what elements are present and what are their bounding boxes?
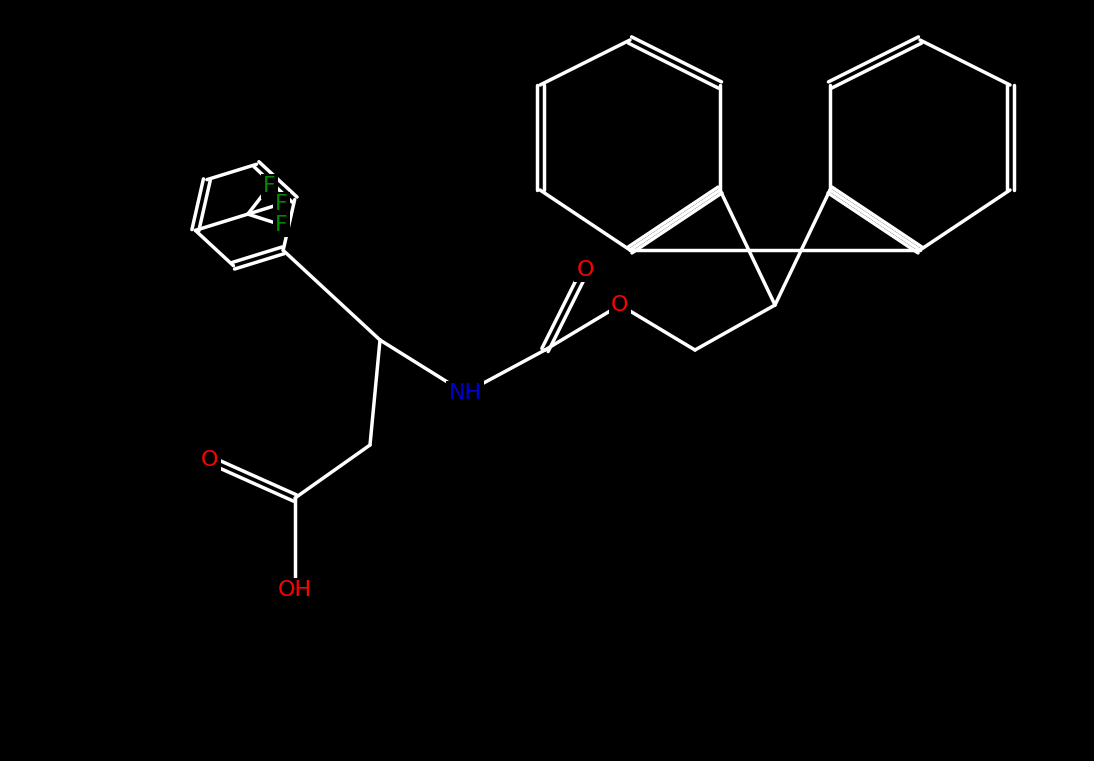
Text: NH: NH — [449, 383, 481, 403]
Text: F: F — [263, 177, 276, 196]
Text: O: O — [612, 295, 629, 315]
Text: O: O — [201, 450, 219, 470]
Text: O: O — [577, 260, 594, 280]
Text: OH: OH — [278, 580, 312, 600]
Text: F: F — [275, 215, 288, 235]
Text: F: F — [275, 194, 288, 214]
